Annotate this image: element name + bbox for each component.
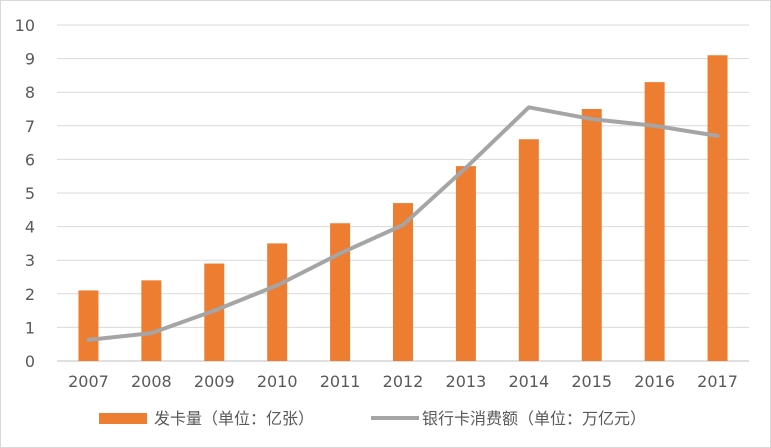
y-tick-label: 6 (25, 150, 35, 169)
bar-2012 (393, 203, 413, 361)
y-tick-label: 2 (25, 285, 35, 304)
y-tick-label: 9 (25, 50, 35, 69)
bar-2011 (330, 223, 351, 361)
bar-2007 (78, 290, 99, 361)
y-tick-label: 5 (25, 184, 35, 203)
x-tick-label: 2015 (571, 372, 612, 391)
legend-swatch-bars (99, 413, 147, 424)
x-tick-label: 2014 (508, 372, 549, 391)
x-tick-label: 2008 (131, 372, 172, 391)
x-tick-label: 2007 (68, 372, 109, 391)
bar-series (78, 55, 728, 362)
x-axis: 2007 2008 2009 2010 2011 2012 2013 2014 2015 2016… (68, 372, 738, 391)
x-tick-label: 2009 (194, 372, 235, 391)
legend-label-line: 银行卡消费额（单位：万亿元） (422, 409, 646, 428)
x-tick-label: 2017 (697, 372, 738, 391)
x-tick-label: 2016 (634, 372, 675, 391)
bar-2015 (581, 109, 602, 361)
y-tick-label: 7 (25, 117, 35, 136)
y-tick-label: 10 (15, 16, 35, 35)
bar-2010 (267, 243, 288, 361)
legend: 发卡量（单位：亿张） 银行卡消费额（单位：万亿元） (99, 409, 646, 428)
y-tick-label: 3 (25, 251, 35, 270)
bar-2017 (707, 55, 728, 362)
y-tick-label: 0 (25, 352, 35, 371)
y-axis-ticks: 0 1 2 3 4 5 6 7 8 9 10 (15, 16, 35, 371)
x-tick-label: 2013 (446, 372, 487, 391)
y-tick-label: 4 (25, 218, 35, 237)
bar-2013 (455, 166, 476, 361)
y-tick-label: 1 (25, 318, 35, 337)
x-tick-label: 2010 (257, 372, 298, 391)
x-tick-label: 2012 (383, 372, 424, 391)
legend-label-bars: 发卡量（单位：亿张） (154, 409, 314, 428)
y-tick-label: 8 (25, 83, 35, 102)
bar-2014 (518, 139, 539, 361)
x-tick-label: 2011 (320, 372, 361, 391)
bar-2016 (644, 82, 665, 362)
line-series (86, 105, 720, 342)
bar-2008 (141, 280, 162, 361)
